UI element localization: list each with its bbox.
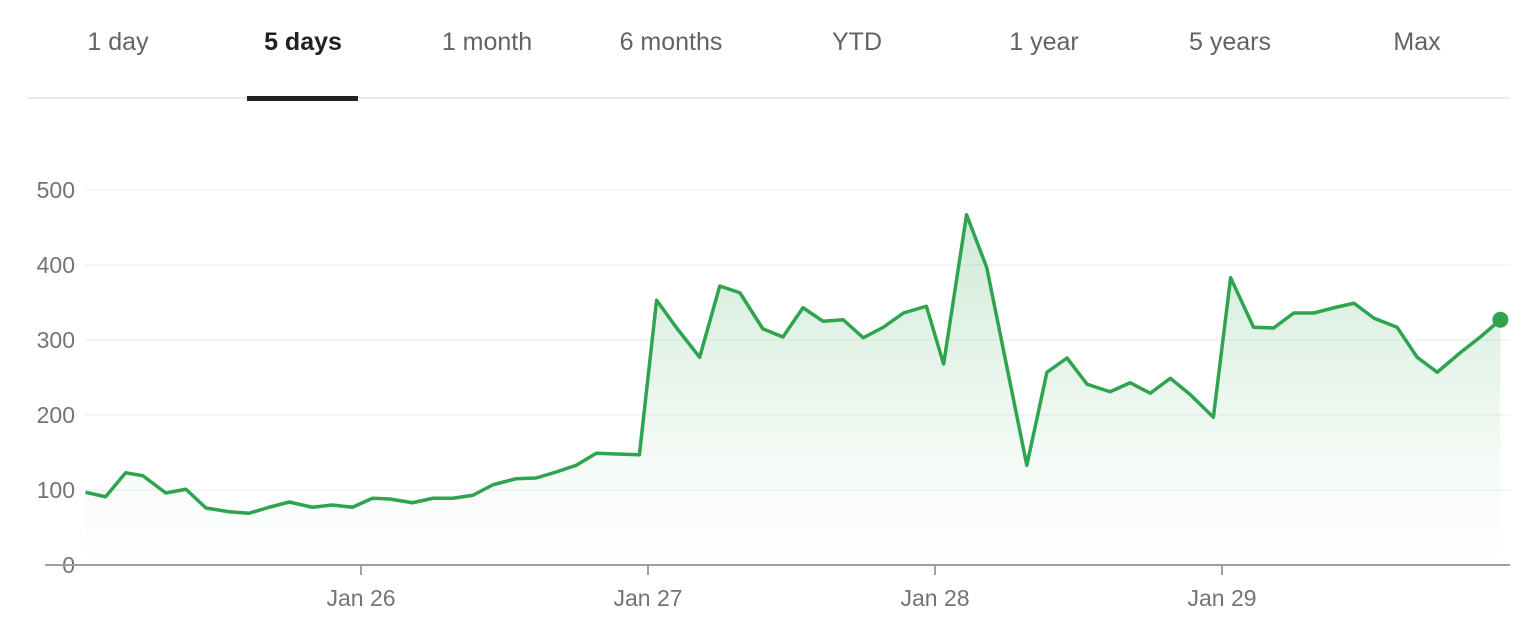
x-tick-label: Jan 28: [900, 585, 969, 611]
x-tick-label: Jan 29: [1187, 585, 1256, 611]
last-price-marker: [1492, 311, 1509, 328]
tab-5-years[interactable]: 5 years: [1189, 28, 1271, 56]
tab-ytd[interactable]: YTD: [832, 28, 882, 56]
tab-5-days[interactable]: 5 days: [264, 28, 342, 56]
y-tick-label: 500: [37, 177, 75, 203]
tab-1-year[interactable]: 1 year: [1009, 28, 1079, 56]
tab-6-months[interactable]: 6 months: [619, 28, 723, 56]
price-area-fill: [85, 214, 1501, 565]
y-tick-label: 400: [37, 252, 75, 278]
tab-max[interactable]: Max: [1393, 28, 1441, 56]
y-tick-label: 300: [37, 327, 75, 353]
price-line: [85, 213, 1502, 515]
selected-tab-indicator: [247, 96, 358, 101]
time-range-tabs: 1 day 5 days 1 month 6 months YTD 1 year…: [0, 0, 1527, 101]
tab-1-month[interactable]: 1 month: [441, 28, 533, 56]
tabs-divider: [27, 97, 1510, 99]
tab-1-day[interactable]: 1 day: [87, 28, 149, 56]
x-tick-label: Jan 26: [326, 585, 395, 611]
y-tick-label: 100: [37, 477, 75, 503]
y-tick-label: 200: [37, 402, 75, 428]
x-tick-label: Jan 27: [613, 585, 682, 611]
